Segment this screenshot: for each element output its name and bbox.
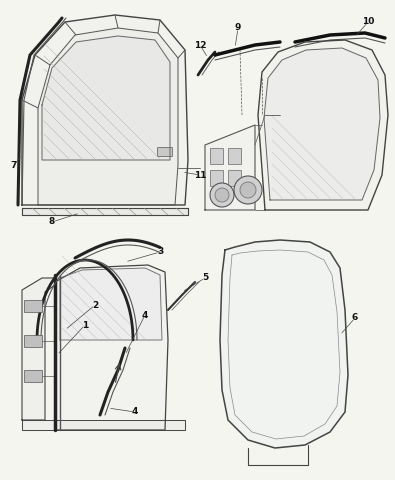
Text: 4: 4 xyxy=(132,408,138,417)
Bar xyxy=(228,148,241,164)
Bar xyxy=(24,335,42,347)
Text: 5: 5 xyxy=(202,274,208,283)
Polygon shape xyxy=(42,36,170,160)
Circle shape xyxy=(234,176,262,204)
Polygon shape xyxy=(264,48,380,200)
Text: 11: 11 xyxy=(194,170,206,180)
Bar xyxy=(210,148,223,164)
Text: 3: 3 xyxy=(157,248,163,256)
Bar xyxy=(24,370,42,382)
Polygon shape xyxy=(22,420,185,430)
FancyBboxPatch shape xyxy=(158,147,173,156)
Text: 6: 6 xyxy=(352,313,358,323)
Polygon shape xyxy=(220,240,348,448)
Polygon shape xyxy=(60,268,162,340)
Polygon shape xyxy=(55,265,168,430)
Text: 2: 2 xyxy=(92,300,98,310)
Polygon shape xyxy=(205,125,255,210)
Text: 10: 10 xyxy=(362,17,374,26)
Text: 7: 7 xyxy=(11,160,17,169)
Bar xyxy=(228,170,241,186)
Bar xyxy=(24,300,42,312)
Text: 8: 8 xyxy=(49,217,55,227)
Text: 1: 1 xyxy=(82,321,88,329)
Polygon shape xyxy=(22,15,188,205)
Circle shape xyxy=(215,188,229,202)
Polygon shape xyxy=(258,40,388,210)
Polygon shape xyxy=(22,208,188,215)
Circle shape xyxy=(240,182,256,198)
Polygon shape xyxy=(22,278,55,420)
Text: 12: 12 xyxy=(194,40,206,49)
Bar xyxy=(210,170,223,186)
Text: 9: 9 xyxy=(235,24,241,33)
Polygon shape xyxy=(38,28,178,205)
Circle shape xyxy=(210,183,234,207)
Text: 4: 4 xyxy=(142,311,148,320)
